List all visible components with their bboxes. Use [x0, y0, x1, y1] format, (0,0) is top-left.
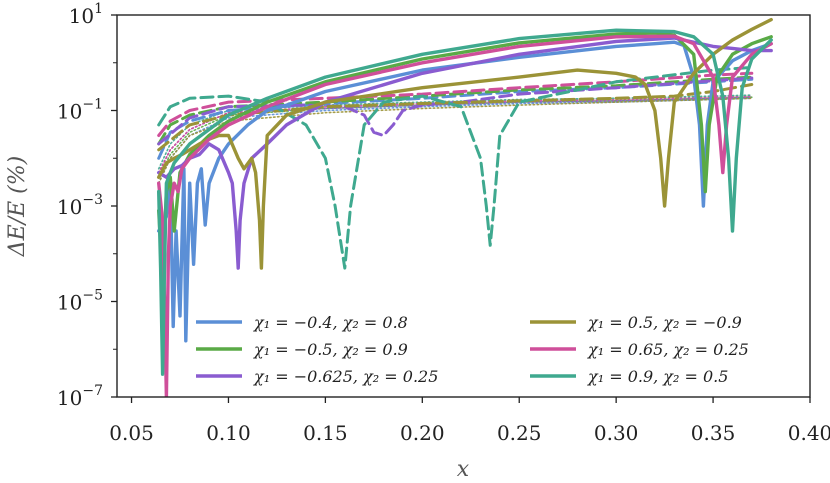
x-axis-title: x [457, 457, 470, 482]
y-tick-label: 10−3 [57, 192, 103, 219]
y-tick-label: 101 [69, 1, 103, 28]
x-tick-label: 0.15 [303, 421, 348, 445]
series-2-solid-line [157, 31, 773, 281]
series-3-solid-line [157, 36, 773, 270]
legend: χ₁ = −0.4, χ₂ = 0.8 χ₁ = −0.5, χ₂ = 0.9 χ₁… [196, 313, 749, 386]
x-tick-label: 0.10 [206, 421, 251, 445]
legend-label: χ₁ = 0.65, χ₂ = 0.25 [587, 340, 749, 359]
x-tick-label: 0.35 [691, 421, 736, 445]
x-tick-label: 0.40 [788, 421, 830, 445]
series-1-solid-line [157, 40, 773, 343]
legend-label: χ₁ = −0.5, χ₂ = 0.9 [253, 340, 408, 359]
series-6-solid-line [157, 28, 773, 376]
legend-label: χ₁ = 0.5, χ₂ = −0.9 [587, 313, 742, 332]
y-tick-label: 10−7 [57, 383, 103, 410]
series-4-dotted-line [157, 97, 753, 184]
x-tick-label: 0.05 [109, 421, 154, 445]
legend-label: χ₁ = −0.4, χ₂ = 0.8 [253, 313, 408, 332]
y-axis-title: ΔE/E (%) [5, 156, 30, 257]
x-tick-label: 0.20 [400, 421, 445, 445]
y-tick-label: 10−1 [57, 97, 103, 124]
legend-label: χ₁ = −0.625, χ₂ = 0.25 [253, 367, 438, 386]
legend-label: χ₁ = 0.9, χ₂ = 0.5 [587, 367, 728, 386]
series-4-dashed-line [157, 83, 754, 152]
series-6-dashed-line [157, 65, 754, 270]
series-5-solid-line [157, 34, 773, 397]
series-2-dashed-line [157, 75, 754, 146]
x-tick-label: 0.25 [497, 421, 542, 445]
x-tick-label: 0.30 [594, 421, 639, 445]
y-tick-label: 10−5 [57, 288, 103, 315]
